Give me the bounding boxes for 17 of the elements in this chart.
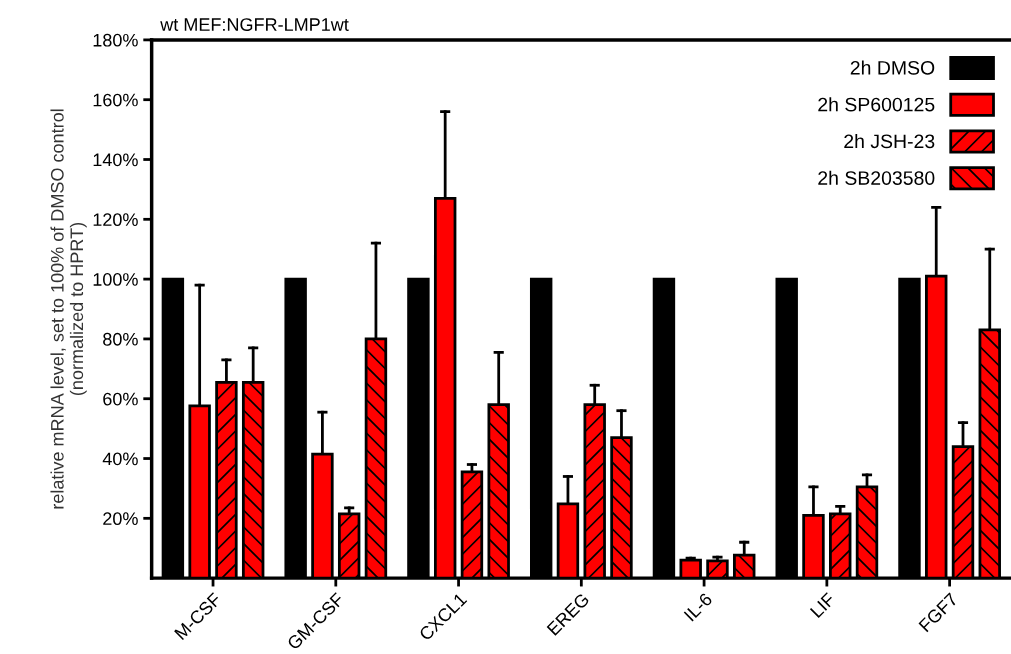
y-tick-label: 20% — [103, 512, 138, 526]
legend-label: 2h SB203580 — [818, 170, 935, 185]
y-tick-label: 40% — [102, 452, 138, 466]
y-axis-title: relative mRNA level, set to 100% of DMSO control (normalized to HPRT) — [50, 109, 87, 509]
y-tick-label: 160% — [93, 93, 138, 107]
legend-label: 2h SP600125 — [818, 97, 935, 112]
y-tick-label: 60% — [103, 392, 138, 406]
y-tick-label: 120% — [93, 213, 138, 227]
y-tick-label: 100% — [93, 273, 138, 286]
y-tick-label: 180% — [93, 33, 138, 47]
legend-label: 2h DMSO — [850, 60, 935, 75]
x-tick-label: IL-6 — [683, 592, 713, 622]
chart-title: wt MEF:NGFR-LMP1wt — [160, 18, 349, 31]
y-tick-label: 80% — [103, 332, 138, 346]
x-tick-label: LIF — [809, 592, 836, 618]
legend-label: 2h JSH-23 — [844, 133, 935, 149]
y-tick-label: 140% — [93, 153, 138, 167]
